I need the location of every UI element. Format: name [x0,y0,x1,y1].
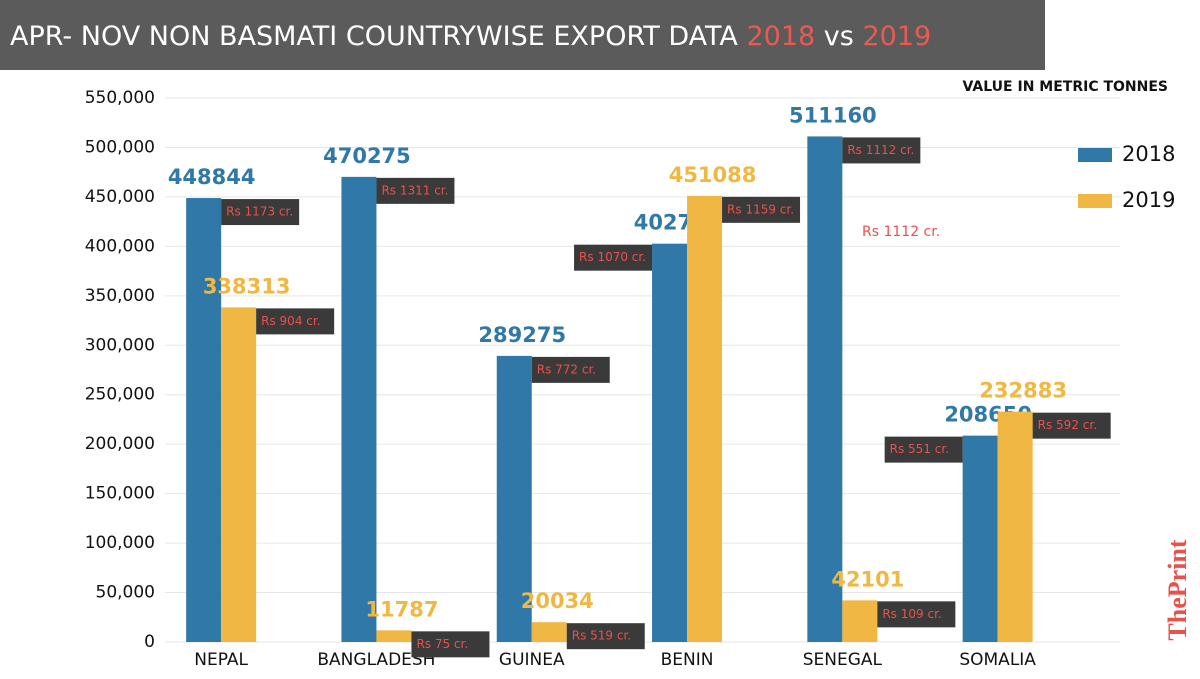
value-label: 338313 [203,274,291,298]
legend-label: 2019 [1122,188,1175,212]
y-tick-label: 400,000 [85,236,155,256]
note-box [531,356,610,383]
y-tick-label: 500,000 [85,137,155,157]
y-tick-label: 0 [144,632,155,652]
value-label: 289275 [478,323,566,347]
title-year: 2019 [862,21,931,52]
value-label: 232883 [979,379,1067,403]
x-tick-label: NEPAL [194,650,248,670]
title-bar [0,0,1045,70]
note-box [574,244,653,271]
legend-swatch [1078,194,1112,208]
bar [652,243,688,642]
bar [341,176,377,642]
bar [376,630,412,642]
bar [687,195,723,643]
legend-swatch [1078,148,1112,162]
note-box [411,631,490,658]
legend-label: 2018 [1122,142,1175,166]
value-label: 20034 [521,589,594,613]
y-tick-label: 100,000 [85,533,155,553]
note-label: Rs 1159 cr. [727,202,794,216]
title-year: 2018 [746,21,815,52]
annotation: Rs 1112 cr. [862,224,940,240]
bar [962,435,998,642]
note-label: Rs 772 cr. [537,362,596,376]
note-box [376,177,455,204]
note-label: Rs 1311 cr. [381,183,448,197]
x-tick-label: SOMALIA [959,650,1036,670]
note-box [221,199,300,226]
bar [807,136,843,642]
subtitle: VALUE IN METRIC TONNES [963,79,1168,95]
value-label: 451088 [669,163,757,187]
note-label: Rs 1112 cr. [847,143,914,157]
x-tick-label: GUINEA [499,650,565,670]
value-label: 42101 [831,567,904,591]
note-label: Rs 109 cr. [882,607,941,621]
y-tick-label: 150,000 [85,484,155,504]
value-label: 448844 [168,165,256,189]
note-label: Rs 592 cr. [1038,418,1097,432]
bar [186,198,222,642]
x-tick-label: BANGLADESH [317,650,435,670]
note-label: Rs 75 cr. [416,637,468,651]
y-tick-label: 450,000 [85,187,155,207]
value-label: 511160 [789,103,877,127]
note-box [722,196,801,223]
note-box [1032,412,1111,439]
value-label: 11787 [365,597,438,621]
bar [997,411,1033,642]
chart-title: APR- NOV NON BASMATI COUNTRYWISE EXPORT … [10,21,931,52]
y-tick-label: 200,000 [85,434,155,454]
y-tick-label: 350,000 [85,286,155,306]
y-tick-label: 550,000 [85,88,155,108]
bar [531,622,567,642]
title-text: APR- NOV NON BASMATI COUNTRYWISE EXPORT … [10,21,738,52]
note-box [877,601,956,628]
note-label: Rs 1070 cr. [579,250,646,264]
note-label: Rs 519 cr. [572,629,631,643]
note-label: Rs 904 cr. [261,314,320,328]
y-tick-label: 50,000 [96,583,155,603]
note-box [256,308,335,335]
y-tick-label: 300,000 [85,335,155,355]
title-vs: vs [824,21,854,52]
note-label: Rs 551 cr. [890,442,949,456]
note-label: Rs 1173 cr. [226,205,293,219]
bar [842,600,878,642]
x-tick-label: BENIN [661,650,714,670]
note-box [842,137,921,164]
value-label: 470275 [323,144,411,168]
bar [221,307,257,642]
x-tick-label: SENEGAL [803,650,883,670]
note-box [884,436,963,463]
note-box [566,623,645,650]
source: ThePrint [1163,539,1192,640]
bar [496,355,532,642]
y-tick-label: 250,000 [85,385,155,405]
